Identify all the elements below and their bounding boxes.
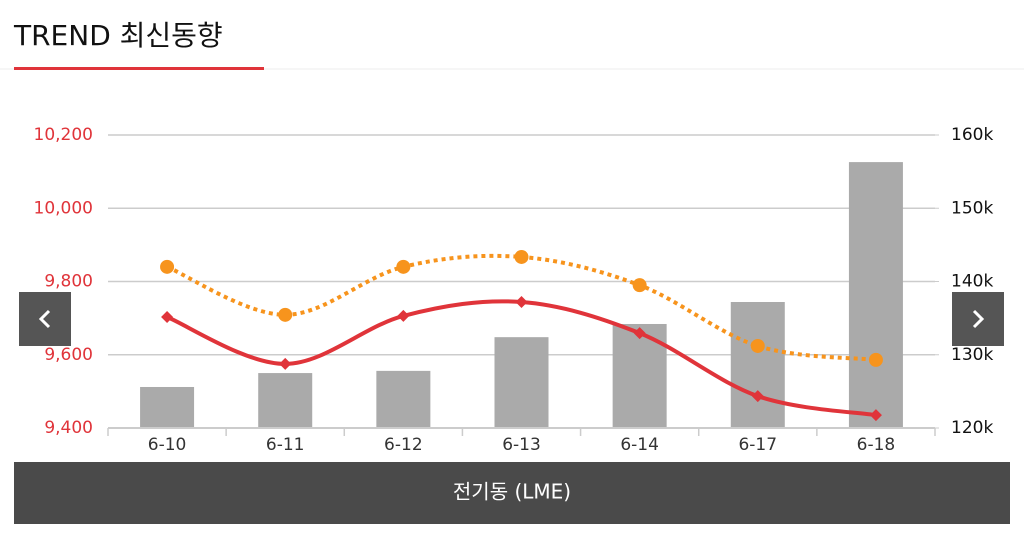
marker <box>279 357 292 370</box>
marker <box>514 249 529 264</box>
marker <box>869 409 882 422</box>
marker <box>161 311 174 324</box>
bar <box>612 323 667 428</box>
x-tick-label: 6-11 <box>266 435 305 455</box>
marker <box>396 259 411 274</box>
marker <box>160 259 175 274</box>
marker <box>868 352 883 367</box>
next-button[interactable] <box>952 292 1004 346</box>
caption-bar <box>14 462 1010 524</box>
marker <box>750 338 765 353</box>
y2-tick-label: 140k <box>951 272 993 292</box>
marker <box>278 307 293 322</box>
y2-tick-label: 150k <box>951 198 993 218</box>
x-tick-label: 6-12 <box>384 435 423 455</box>
x-tick-label: 6-14 <box>620 435 659 455</box>
x-tick-label: 6-17 <box>738 435 777 455</box>
marker <box>397 309 410 322</box>
bar <box>730 302 785 428</box>
prev-button[interactable] <box>19 292 71 346</box>
y-tick-label: 10,000 <box>34 198 93 218</box>
plot: 9,400 9,600 9,800 10,000 10,200 120k 130k 140k 1… <box>34 125 994 455</box>
marker <box>632 278 647 293</box>
x-tick-label: 6-13 <box>502 435 541 455</box>
y2-tick-label: 130k <box>951 345 993 365</box>
bar <box>848 162 903 429</box>
bar <box>376 370 431 428</box>
caption: 전기동 (LME) <box>453 480 571 504</box>
marker <box>633 327 646 340</box>
title-underline <box>14 67 264 70</box>
y-tick-label: 9,800 <box>44 272 93 292</box>
y-tick-label: 9,400 <box>44 418 93 438</box>
y2-tick-label: 120k <box>951 418 993 438</box>
bar <box>140 386 195 428</box>
marker <box>515 296 528 309</box>
y-tick-label: 10,200 <box>34 125 93 145</box>
marker <box>751 390 764 403</box>
page-title: TREND 최신동향 <box>13 19 223 52</box>
y-tick-label: 9,600 <box>44 345 93 365</box>
x-tick-label: 6-18 <box>857 435 896 455</box>
y2-tick-label: 160k <box>951 125 993 145</box>
x-tick-label: 6-10 <box>148 435 187 455</box>
bar <box>258 373 313 428</box>
bar <box>494 337 549 428</box>
